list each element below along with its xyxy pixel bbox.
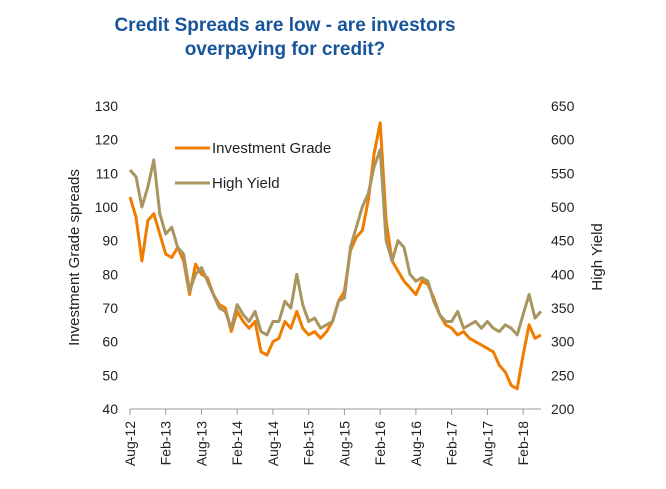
x-tick-label: Aug-13 <box>193 421 209 466</box>
y-left-tick-label: 130 <box>95 98 119 114</box>
chart-legend: Investment Grade High Yield <box>175 140 331 192</box>
chart-title-line-2: overpaying for credit? <box>184 39 386 60</box>
y-right-tick-label: 200 <box>551 401 575 417</box>
x-tick-label: Aug-12 <box>122 421 138 466</box>
y-right-tick-label: 400 <box>551 266 575 282</box>
x-tick-label: Feb-16 <box>372 421 388 466</box>
y-right-tick-label: 500 <box>551 199 575 215</box>
y-right-axis-label: High Yield <box>589 223 606 291</box>
y-right-tick-label: 250 <box>551 367 575 383</box>
x-tick-label: Aug-15 <box>336 421 352 466</box>
y-left-tick-label: 40 <box>102 401 118 417</box>
y-right-tick-label: 300 <box>551 334 575 350</box>
y-left-axis-label: Investment Grade spreads <box>66 169 83 346</box>
y-left-tick-label: 80 <box>102 266 118 282</box>
y-left-tick-label: 50 <box>102 367 118 383</box>
series-line-investment-grade <box>128 121 542 391</box>
y-left-tick-label: 60 <box>102 334 118 350</box>
y-left-tick-label: 70 <box>102 300 118 316</box>
y-right-tick-label: 450 <box>551 233 575 249</box>
legend-label-investment-grade: Investment Grade <box>212 140 331 157</box>
series-line-high-yield <box>128 148 543 337</box>
x-tick-label: Aug-14 <box>265 421 281 466</box>
y-left-tick-label: 100 <box>95 199 119 215</box>
chart-axes: 40 50 60 70 80 90 100 110 120 130 200 250 300 350 400 4… <box>66 98 606 466</box>
x-tick-label: Aug-16 <box>408 421 424 466</box>
chart-title-line-1: Credit Spreads are low - are investors <box>114 15 456 36</box>
x-tick-label: Feb-17 <box>444 421 460 466</box>
chart-title: Credit Spreads are low - are investors o… <box>70 14 500 62</box>
y-left-tick-label: 90 <box>102 233 118 249</box>
y-right-tick-label: 650 <box>551 98 575 114</box>
x-tick-label: Feb-14 <box>229 421 245 466</box>
y-right-tick-label: 600 <box>551 132 575 148</box>
x-tick-label: Feb-15 <box>301 421 317 466</box>
x-tick-label: Feb-18 <box>515 421 531 466</box>
y-left-tick-label: 120 <box>95 132 119 148</box>
x-tick-label: Feb-13 <box>158 421 174 466</box>
chart-series <box>128 121 543 391</box>
y-left-tick-label: 110 <box>96 165 119 181</box>
y-right-tick-label: 550 <box>551 165 575 181</box>
legend-label-high-yield: High Yield <box>212 175 280 192</box>
x-tick-label: Aug-17 <box>479 421 495 466</box>
y-right-tick-label: 350 <box>551 300 575 316</box>
